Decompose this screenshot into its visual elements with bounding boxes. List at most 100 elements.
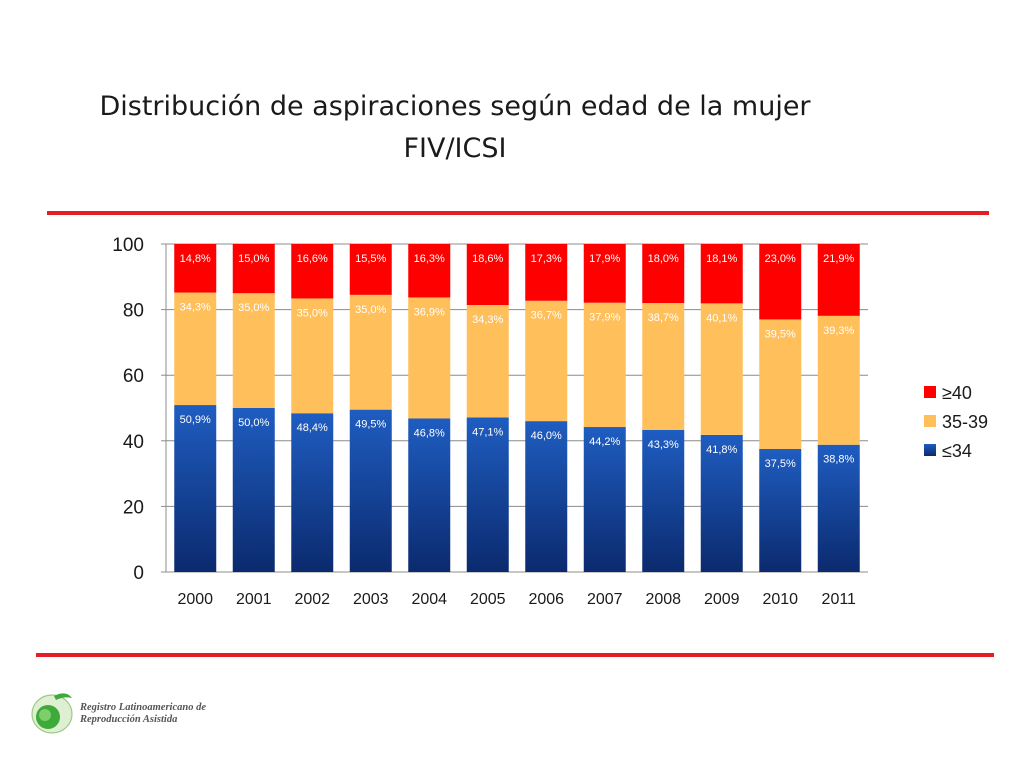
x-tick-label: 2011: [822, 591, 857, 608]
data-label: 40,1%: [706, 312, 737, 324]
data-label: 15,5%: [355, 253, 386, 265]
bar-segment-blue: [408, 418, 451, 572]
bar-segment-red: [291, 244, 334, 299]
bar-segment-orange: [466, 305, 509, 418]
data-labels: 50,9% 34,3% 14,8% 50,0% 35,0% 15,0% 48,4% 35,0%…: [180, 253, 855, 470]
legend-swatch-orange: [924, 415, 936, 427]
top-red-rule: [47, 211, 989, 215]
data-label: 15,0%: [238, 253, 269, 265]
legend-label: ≥40: [942, 383, 972, 403]
data-label: 35,0%: [297, 307, 328, 319]
data-label: 37,9%: [589, 312, 620, 324]
data-label: 18,1%: [706, 253, 737, 265]
bar-segment-blue: [817, 444, 860, 572]
data-label: 46,8%: [414, 427, 445, 439]
bar-segment-blue: [583, 427, 626, 572]
y-tick-label: 20: [123, 497, 144, 518]
bar-segment-red: [700, 244, 743, 304]
x-tick-label: 2008: [645, 591, 681, 608]
data-label: 39,3%: [823, 325, 854, 337]
stacked-bar-chart: 50,9% 34,3% 14,8% 50,0% 35,0% 15,0% 48,4% 35,0%…: [112, 235, 988, 608]
data-label: 16,3%: [414, 253, 445, 265]
data-label: 38,7%: [648, 312, 679, 324]
bar-segment-orange: [174, 292, 217, 406]
bar-segment-red: [817, 244, 860, 316]
bar-segment-red: [349, 244, 392, 295]
bar-segment-red: [466, 244, 509, 306]
legend-label: ≤34: [942, 441, 972, 461]
data-label: 43,3%: [648, 439, 679, 451]
data-label: 17,3%: [531, 253, 562, 265]
data-label: 16,6%: [297, 253, 328, 265]
legend-swatch-red: [924, 386, 936, 398]
data-label: 50,9%: [180, 414, 211, 426]
data-label: 23,0%: [765, 253, 796, 265]
bar-segment-blue: [525, 421, 568, 572]
data-label: 49,5%: [355, 419, 386, 431]
bar-segment-orange: [291, 298, 334, 414]
bar-segment-blue: [700, 434, 743, 572]
data-label: 37,5%: [765, 458, 796, 470]
gridlines: [166, 243, 868, 573]
bar-segment-red: [174, 244, 217, 293]
logo-text: Registro Latinoamericano de Reproducción…: [80, 702, 206, 726]
data-label: 18,6%: [472, 253, 503, 265]
data-label: 17,9%: [589, 253, 620, 265]
bar-segment-orange: [349, 294, 392, 410]
data-label: 35,0%: [238, 302, 269, 314]
x-tick-label: 2000: [177, 591, 213, 608]
data-label: 36,9%: [414, 306, 445, 318]
data-label: 39,5%: [765, 328, 796, 340]
bar-segment-orange: [759, 319, 802, 449]
legend-swatch-blue: [924, 444, 936, 456]
bar-segment-blue: [642, 429, 685, 572]
bar-segment-blue: [174, 405, 217, 572]
y-tick-label: 80: [123, 301, 144, 322]
x-tick-label: 2007: [587, 591, 623, 608]
y-tick-label: 0: [133, 563, 144, 584]
x-tick-label: 2001: [236, 591, 272, 608]
bar-segment-red: [408, 244, 451, 298]
legend: ≥40 35-39 ≤34: [924, 383, 988, 461]
y-tick-label: 60: [123, 366, 144, 387]
data-label: 50,0%: [238, 417, 269, 429]
bar-segment-orange: [408, 297, 451, 419]
x-tick-label: 2003: [353, 591, 389, 608]
axes: 0 20 40 60 80 100 2000 2001 2002 2003 2004 2005 2006…: [112, 235, 856, 608]
data-label: 18,0%: [648, 253, 679, 265]
bar-segment-red: [232, 244, 275, 294]
x-tick-label: 2005: [470, 591, 506, 608]
y-tick-label: 40: [123, 432, 144, 453]
data-label: 47,1%: [472, 427, 503, 439]
x-tick-label: 2006: [528, 591, 564, 608]
data-label: 36,7%: [531, 310, 562, 322]
bar-segment-blue: [349, 409, 392, 572]
bar-segment-orange: [642, 303, 685, 430]
bar-segment-blue: [291, 413, 334, 572]
bar-segment-orange: [525, 300, 568, 422]
data-label: 35,0%: [355, 304, 386, 316]
bar-segment-blue: [232, 408, 275, 572]
x-tick-label: 2004: [411, 591, 447, 608]
data-label: 48,4%: [297, 422, 328, 434]
bar-segment-orange: [700, 303, 743, 435]
data-label: 34,3%: [472, 314, 503, 326]
bottom-red-rule: [36, 653, 994, 657]
bar-segment-orange: [583, 302, 626, 428]
bar-segment-red: [525, 244, 568, 301]
data-label: 21,9%: [823, 253, 854, 265]
x-tick-label: 2009: [704, 591, 740, 608]
legend-label: 35-39: [942, 412, 988, 432]
title-line-2: FIV/ICSI: [403, 133, 507, 164]
x-tick-label: 2002: [294, 591, 330, 608]
data-label: 46,0%: [531, 430, 562, 442]
logo-line-2: Reproducción Asistida: [80, 714, 178, 725]
bar-segment-red: [583, 244, 626, 303]
logo-line-1: Registro Latinoamericano de: [80, 702, 206, 713]
data-label: 34,3%: [180, 302, 211, 314]
bar-segment-orange: [817, 315, 860, 445]
title-line-1: Distribución de aspiraciones según edad …: [99, 91, 811, 122]
data-label: 38,8%: [823, 454, 854, 466]
data-label: 41,8%: [706, 444, 737, 456]
bar-segment-blue: [759, 449, 802, 572]
